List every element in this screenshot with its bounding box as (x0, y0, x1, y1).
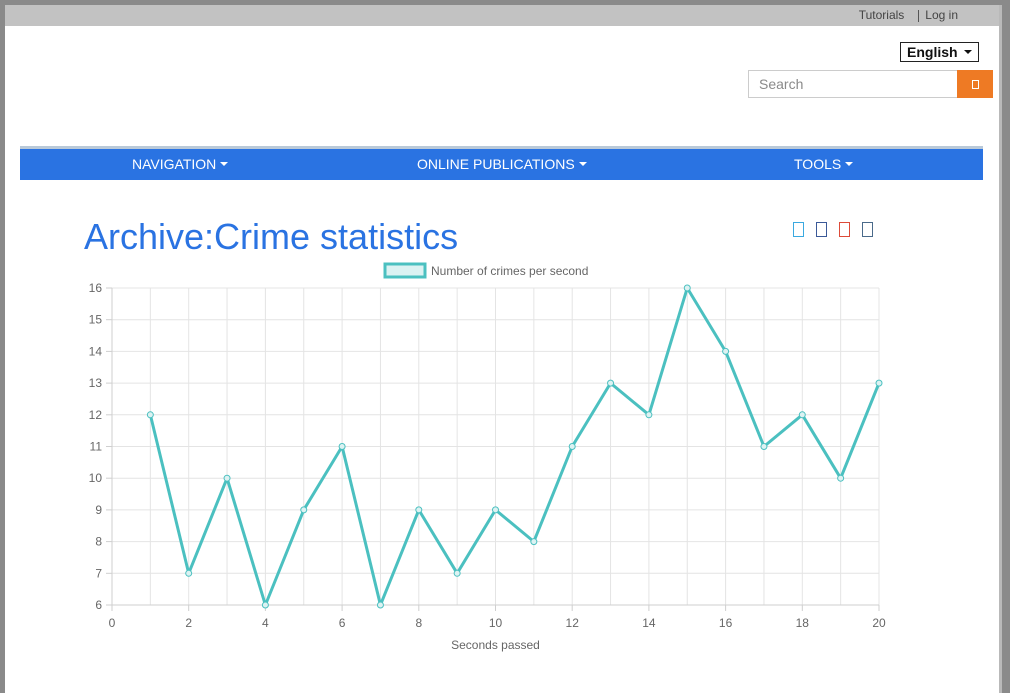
legend-swatch (383, 262, 427, 279)
x-tick-label: 20 (872, 616, 886, 630)
data-point (683, 284, 691, 292)
chevron-down-icon (845, 162, 854, 166)
data-point (760, 443, 768, 450)
twitter-icon[interactable] (793, 222, 804, 237)
chevron-down-icon (963, 50, 972, 54)
series-points (146, 284, 883, 609)
nav-online-publications[interactable]: ONLINE PUBLICATIONS (417, 156, 587, 172)
x-tick-label: 8 (415, 616, 422, 630)
nav-online-publications-label: ONLINE PUBLICATIONS (417, 156, 575, 172)
nav-tools-label: TOOLS (794, 156, 842, 172)
y-tick-label: 6 (95, 598, 102, 612)
data-point (530, 538, 538, 546)
data-point (338, 443, 346, 450)
page-title: Archive:Crime statistics (84, 216, 459, 257)
login-wrap: Log in (918, 8, 958, 22)
chevron-down-icon (578, 162, 587, 166)
nav-navigation-label: NAVIGATION (132, 156, 217, 172)
separator (918, 9, 920, 22)
y-tick-label: 7 (95, 566, 102, 580)
data-point (645, 411, 653, 419)
y-tick-label: 13 (89, 376, 103, 390)
data-point (722, 347, 730, 355)
y-tick-label: 14 (89, 344, 103, 358)
data-point (875, 379, 883, 387)
tutorials-link[interactable]: Tutorials (858, 8, 905, 22)
y-tick-label: 11 (90, 440, 103, 454)
x-tick-label: 6 (339, 616, 346, 630)
y-tick-label: 9 (95, 503, 102, 517)
chart-axes: 6 7 8 9 10 11 12 13 14 15 16 0 2 4 6 8 10 12 14 16 18 20 (89, 281, 886, 630)
data-point (568, 443, 576, 450)
x-tick-label: 0 (109, 616, 116, 630)
x-tick-label: 4 (262, 616, 269, 630)
y-tick-label: 12 (89, 408, 103, 422)
y-tick-label: 10 (89, 471, 103, 485)
y-tick-label: 16 (89, 281, 103, 295)
crime-line-chart: 6 7 8 9 10 11 12 13 14 15 16 0 2 4 6 8 10 12 14 16 18 20 Numb… (89, 262, 886, 652)
series-line (148, 286, 881, 607)
x-axis-label: Seconds passed (451, 638, 540, 652)
language-selector[interactable]: English (900, 42, 979, 62)
top-bar: Tutorials Log in (5, 5, 999, 26)
data-point (415, 506, 423, 514)
nav-navigation[interactable]: NAVIGATION (132, 156, 229, 172)
nav-tools[interactable]: TOOLS (794, 156, 854, 172)
search-box (748, 70, 993, 98)
data-point (607, 379, 615, 387)
legend-label: Number of crimes per second (431, 264, 588, 278)
y-tick-label: 8 (95, 535, 102, 549)
browser-page: Tutorials Log in English NAVIGATION ONLI… (5, 5, 1002, 693)
search-button[interactable] (957, 70, 993, 98)
linkedin-icon[interactable] (862, 222, 873, 237)
data-point (798, 411, 806, 419)
share-icons (793, 222, 873, 237)
data-point (492, 506, 499, 514)
series-line-group (148, 286, 881, 607)
x-tick-label: 2 (185, 616, 192, 630)
data-point (300, 506, 308, 514)
language-label: English (907, 44, 958, 60)
data-point (261, 601, 269, 609)
data-point (837, 474, 845, 482)
google-plus-icon[interactable] (839, 222, 850, 237)
top-links: Tutorials Log in (859, 8, 958, 22)
chart-legend: Number of crimes per second (383, 262, 588, 279)
chevron-down-icon (220, 162, 229, 166)
main-nav: NAVIGATION ONLINE PUBLICATIONS TOOLS (20, 146, 983, 180)
x-tick-label: 12 (566, 616, 580, 630)
data-point (146, 411, 154, 419)
facebook-icon[interactable] (816, 222, 827, 237)
data-point (223, 474, 231, 482)
search-icon (971, 79, 979, 89)
search-input[interactable] (748, 70, 957, 98)
y-tick-label: 15 (89, 313, 103, 327)
x-tick-label: 14 (642, 616, 656, 630)
data-point (376, 601, 384, 609)
x-tick-label: 10 (489, 616, 503, 630)
login-link[interactable]: Log in (925, 8, 958, 22)
x-tick-label: 16 (719, 616, 733, 630)
data-point (453, 569, 461, 577)
data-point (185, 569, 193, 577)
x-tick-label: 18 (796, 616, 810, 630)
